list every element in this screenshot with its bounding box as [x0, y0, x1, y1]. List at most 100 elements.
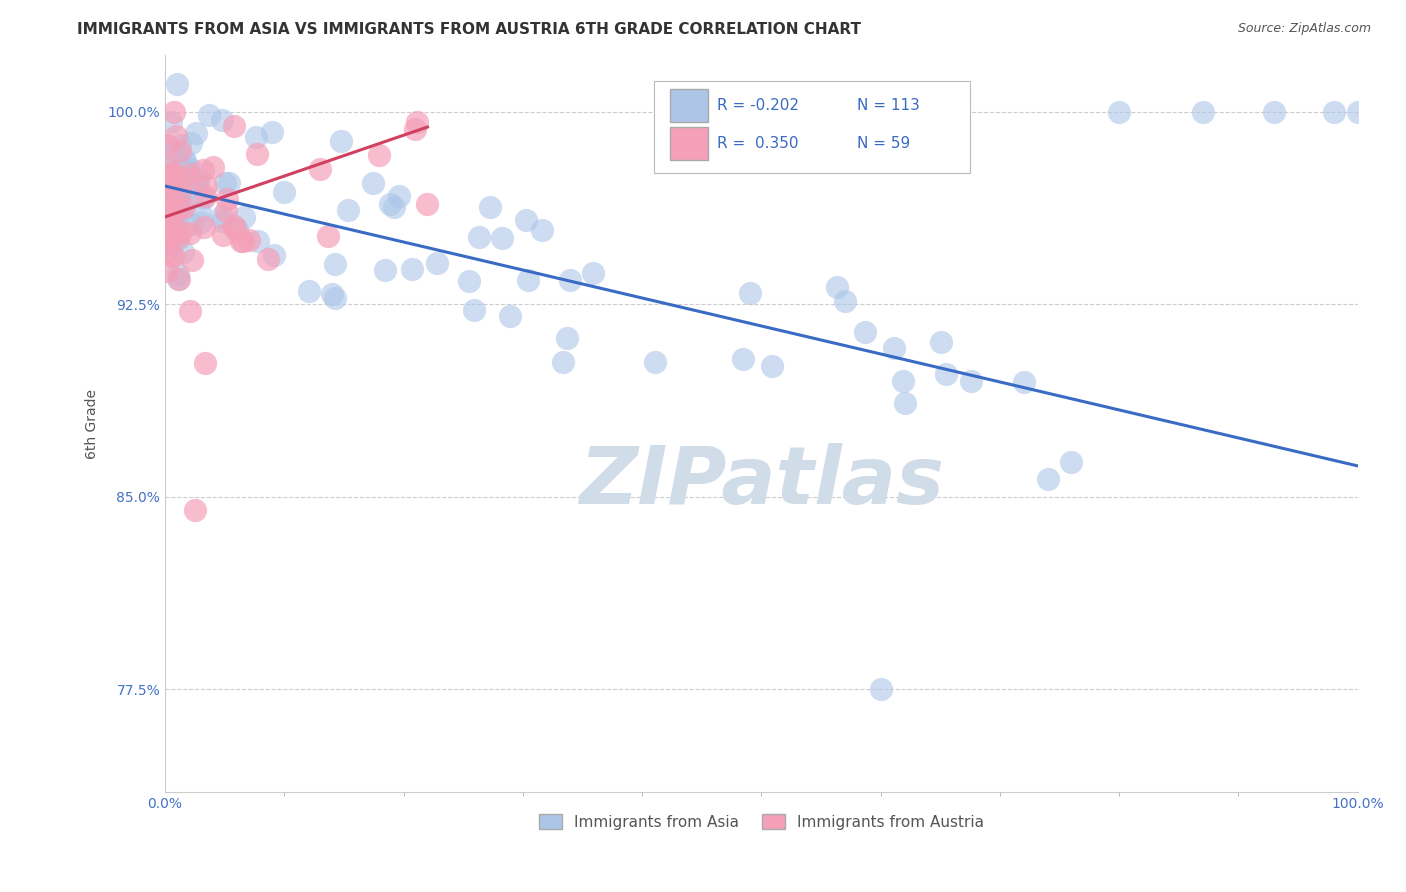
Point	[169, 144, 191, 158]
Point	[170, 158, 193, 172]
Point	[218, 176, 240, 190]
Point	[160, 228, 183, 243]
Text: N = 113: N = 113	[856, 98, 920, 113]
Legend: Immigrants from Asia, Immigrants from Austria: Immigrants from Asia, Immigrants from Au…	[533, 808, 990, 836]
Point	[181, 253, 204, 268]
Point	[551, 355, 574, 369]
Point	[368, 147, 391, 161]
Point	[214, 176, 236, 190]
Point	[163, 105, 186, 120]
Point	[238, 233, 260, 247]
Point	[162, 166, 184, 180]
Point	[177, 167, 200, 181]
Point	[883, 341, 905, 355]
Point	[167, 271, 190, 285]
Point	[361, 177, 384, 191]
Point	[155, 229, 177, 244]
FancyBboxPatch shape	[669, 128, 707, 160]
Point	[224, 222, 246, 236]
Text: ZIPatlas: ZIPatlas	[579, 443, 943, 522]
Point	[187, 173, 209, 187]
Point	[179, 303, 201, 318]
Point	[960, 374, 983, 388]
Point	[162, 175, 184, 189]
Point	[156, 137, 179, 152]
Point	[169, 186, 191, 200]
Point	[155, 246, 177, 260]
Point	[738, 285, 761, 300]
Point	[245, 129, 267, 144]
Point	[224, 120, 246, 134]
Point	[825, 280, 848, 294]
Point	[211, 209, 233, 223]
Point	[166, 78, 188, 92]
Point	[159, 204, 181, 219]
Point	[194, 189, 217, 203]
Point	[406, 114, 429, 128]
Point	[169, 202, 191, 217]
Point	[246, 147, 269, 161]
Point	[374, 263, 396, 277]
Text: R = -0.202: R = -0.202	[717, 98, 799, 113]
Point	[159, 187, 181, 202]
Text: IMMIGRANTS FROM ASIA VS IMMIGRANTS FROM AUSTRIA 6TH GRADE CORRELATION CHART: IMMIGRANTS FROM ASIA VS IMMIGRANTS FROM …	[77, 22, 862, 37]
Point	[1191, 104, 1213, 119]
Point	[162, 181, 184, 195]
Point	[853, 326, 876, 340]
Point	[190, 215, 212, 229]
Point	[157, 215, 180, 229]
Point	[176, 161, 198, 176]
Point	[165, 145, 187, 160]
FancyBboxPatch shape	[669, 89, 707, 121]
Point	[156, 207, 179, 221]
Point	[163, 220, 186, 235]
Point	[229, 234, 252, 248]
Point	[167, 196, 190, 211]
Y-axis label: 6th Grade: 6th Grade	[86, 389, 100, 458]
Point	[194, 356, 217, 370]
Point	[179, 180, 201, 194]
Point	[201, 160, 224, 174]
Point	[186, 177, 208, 191]
Text: Source: ZipAtlas.com: Source: ZipAtlas.com	[1237, 22, 1371, 36]
Text: N = 59: N = 59	[856, 136, 910, 151]
Point	[155, 220, 177, 235]
Point	[159, 237, 181, 252]
Point	[157, 201, 180, 215]
Point	[260, 125, 283, 139]
Point	[184, 502, 207, 516]
Point	[498, 310, 520, 324]
Point	[309, 161, 332, 176]
Point	[197, 108, 219, 122]
Point	[160, 168, 183, 182]
Point	[323, 291, 346, 305]
Point	[416, 196, 439, 211]
Point	[531, 223, 554, 237]
Point	[426, 256, 449, 270]
Point	[731, 352, 754, 367]
Point	[162, 207, 184, 221]
Point	[156, 169, 179, 183]
Point	[170, 225, 193, 239]
Point	[177, 171, 200, 186]
Point	[169, 184, 191, 198]
Point	[180, 162, 202, 177]
Point	[323, 257, 346, 271]
Point	[184, 173, 207, 187]
Point	[224, 219, 246, 234]
Point	[173, 153, 195, 167]
Point	[1323, 104, 1346, 119]
Point	[155, 184, 177, 198]
Point	[165, 128, 187, 143]
Point	[935, 367, 957, 381]
Point	[558, 273, 581, 287]
Point	[167, 272, 190, 286]
Point	[155, 203, 177, 218]
Point	[172, 244, 194, 259]
Point	[170, 186, 193, 201]
Point	[174, 154, 197, 169]
Point	[1036, 472, 1059, 486]
Point	[515, 213, 537, 227]
Point	[211, 113, 233, 128]
Point	[329, 134, 352, 148]
